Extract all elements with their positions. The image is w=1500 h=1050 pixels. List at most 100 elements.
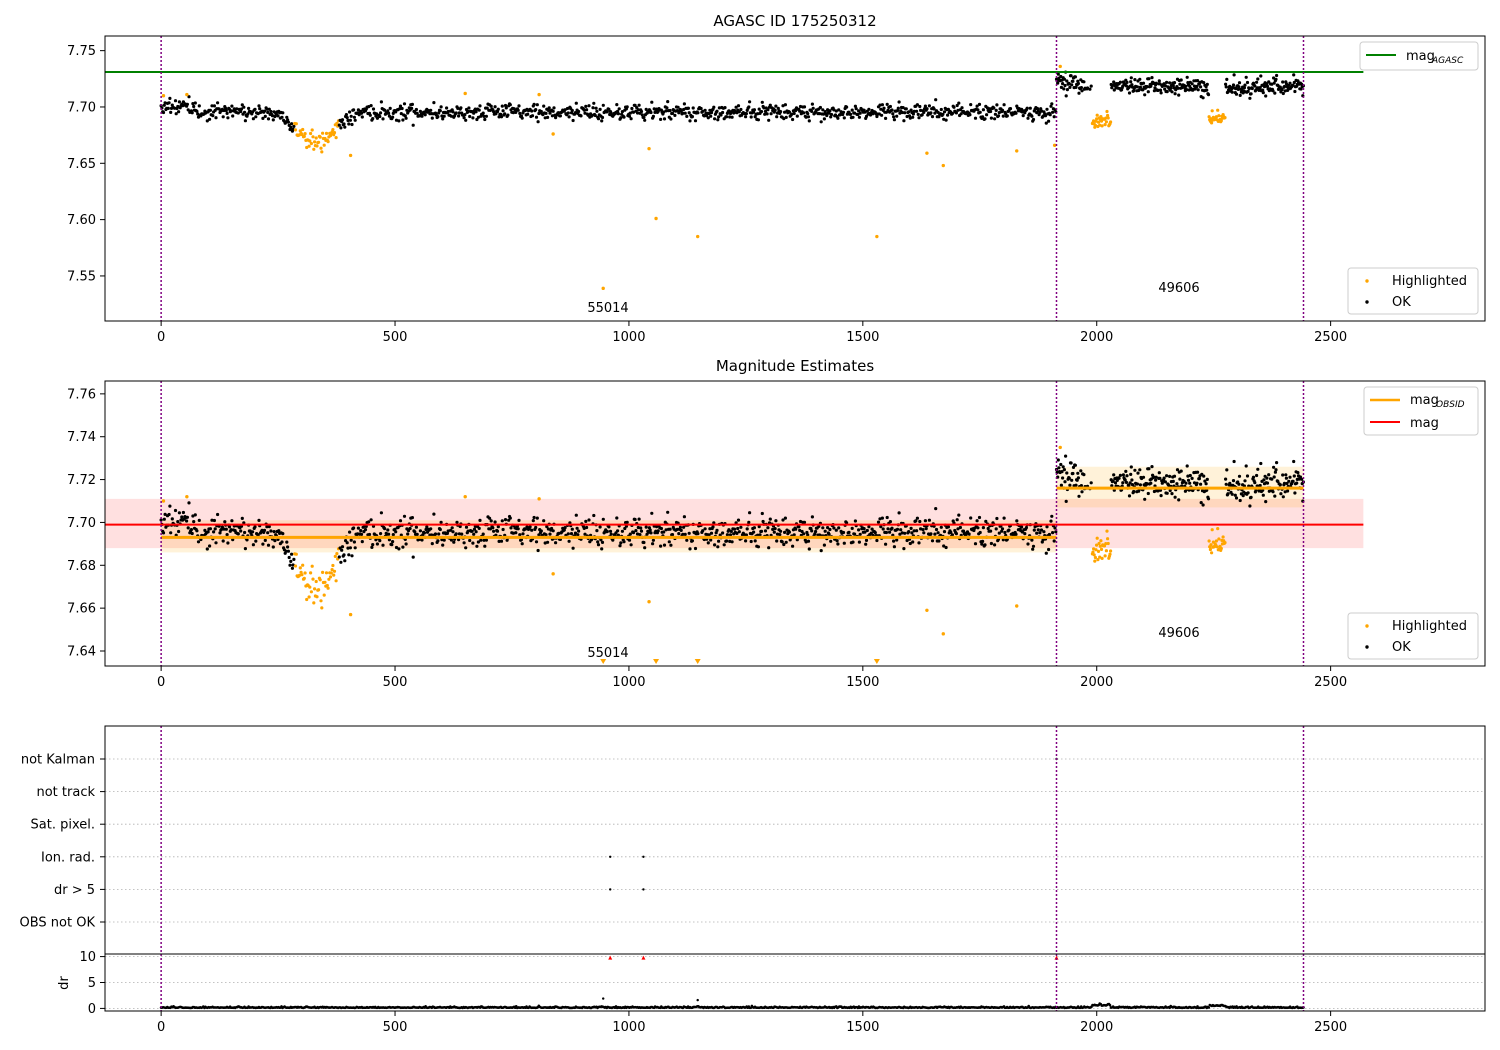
data-point [1230,492,1234,496]
data-point [1279,492,1283,496]
data-point [1061,476,1065,480]
data-point [609,532,613,536]
data-point [1092,547,1096,551]
data-point [342,122,346,126]
data-point [310,128,314,132]
data-point [862,527,866,531]
data-point [701,109,705,113]
data-point [1217,537,1221,541]
data-point [520,116,524,120]
data-point [1007,528,1011,532]
data-point [934,507,938,511]
data-point [379,100,383,104]
data-point [956,527,960,531]
data-point [413,530,417,534]
dr-clipped-marker [608,955,613,960]
data-point [810,109,814,113]
data-point [837,108,841,112]
data-point [177,110,181,114]
data-point [509,526,513,530]
data-point [875,538,879,543]
data-point [1206,497,1211,501]
data-point [277,529,281,533]
data-point [905,114,909,119]
data-point [1093,123,1097,127]
data-point [708,108,712,112]
data-point [878,103,882,107]
data-point [273,114,277,119]
data-point [544,111,548,115]
data-point [1177,93,1181,97]
data-point [570,527,574,531]
data-point [429,108,433,112]
data-point [933,111,937,115]
data-point [375,542,379,546]
data-point [500,519,504,523]
data-point [472,111,476,115]
highlighted-point [941,163,945,168]
data-point [271,118,275,122]
data-point [637,103,641,107]
data-point [379,511,383,515]
data-point [899,528,903,532]
data-point [1052,539,1056,543]
data-point [213,527,217,531]
data-point [1280,88,1284,92]
data-point [665,106,669,110]
data-point [1065,79,1069,83]
data-point [1020,530,1024,534]
data-point [772,530,776,534]
data-point [1292,73,1296,77]
data-point [528,525,532,529]
data-point [462,541,466,545]
data-point [619,116,623,120]
data-point [534,108,538,112]
data-point [340,545,345,549]
data-point [243,119,247,123]
data-point [1047,119,1051,123]
data-point [631,531,636,535]
data-point [1117,476,1121,480]
data-point [174,112,178,116]
data-point [1026,542,1030,546]
data-point [683,111,687,115]
data-point [1059,74,1063,79]
data-point [521,532,525,536]
data-point [359,529,363,533]
data-point [650,511,654,515]
data-point [488,516,492,520]
data-point [276,114,280,118]
data-point [819,549,823,553]
data-point [978,110,982,114]
data-point [625,520,629,524]
data-point [214,541,218,545]
data-point [864,114,869,118]
data-point [399,112,403,116]
highlighted-point [161,499,166,503]
data-point [728,539,732,544]
data-point [429,527,433,531]
offscale-marker [653,659,660,664]
data-point [374,538,378,542]
data-point [744,115,748,119]
data-point [826,526,830,530]
data-point [569,532,574,536]
data-point [1178,82,1182,86]
data-point [169,110,173,114]
data-point [915,103,920,107]
dr-point [1207,1006,1211,1009]
data-point [345,116,349,120]
data-point [783,516,788,520]
data-point [1082,80,1086,84]
data-point [687,531,691,535]
data-point [1024,526,1028,530]
data-point [1168,474,1172,478]
data-point [159,518,163,522]
data-point [691,106,695,110]
data-point [853,519,858,523]
data-point [379,532,383,536]
data-point [806,533,810,537]
data-point [1249,495,1253,499]
data-point [888,530,892,534]
data-point [305,597,309,602]
